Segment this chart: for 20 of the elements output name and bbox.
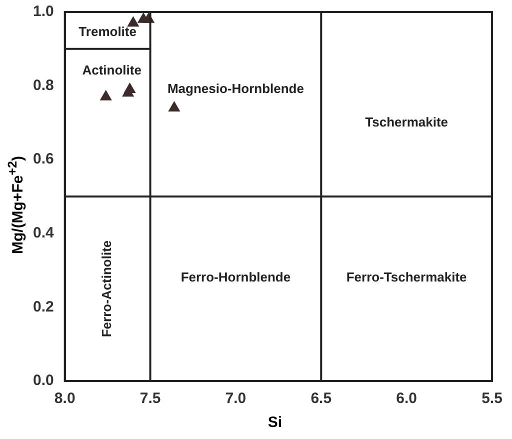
- annotation: Ferro-Actinolite: [99, 240, 114, 338]
- y-tick-label: 0.2: [32, 298, 54, 316]
- y-tick-label: 0.0: [32, 372, 54, 390]
- x-tick-label: 6.0: [396, 390, 417, 408]
- x-tick-label: 7.0: [225, 390, 246, 408]
- x-tick-label: 8.0: [54, 390, 76, 408]
- x-tick-label: 6.5: [310, 390, 332, 408]
- annotation: Actinolite: [82, 62, 142, 78]
- y-tick-label: 0.6: [32, 150, 54, 168]
- annotation: Tschermakite: [365, 114, 448, 130]
- annotation: Ferro-Hornblende: [180, 269, 291, 284]
- x-tick-label: 5.5: [482, 390, 502, 408]
- y-tick-label: 0.4: [32, 224, 54, 242]
- annotation: Ferro-Tschermakite: [346, 269, 467, 284]
- annotation: Magnesio-Hornblende: [167, 81, 304, 96]
- y-tick-label: 0.8: [32, 76, 54, 94]
- x-axis-title: Si: [268, 414, 282, 431]
- x-tick-label: 7.5: [140, 390, 161, 408]
- y-tick-label: 1.0: [32, 3, 54, 20]
- annotation: Tremolite: [78, 24, 136, 39]
